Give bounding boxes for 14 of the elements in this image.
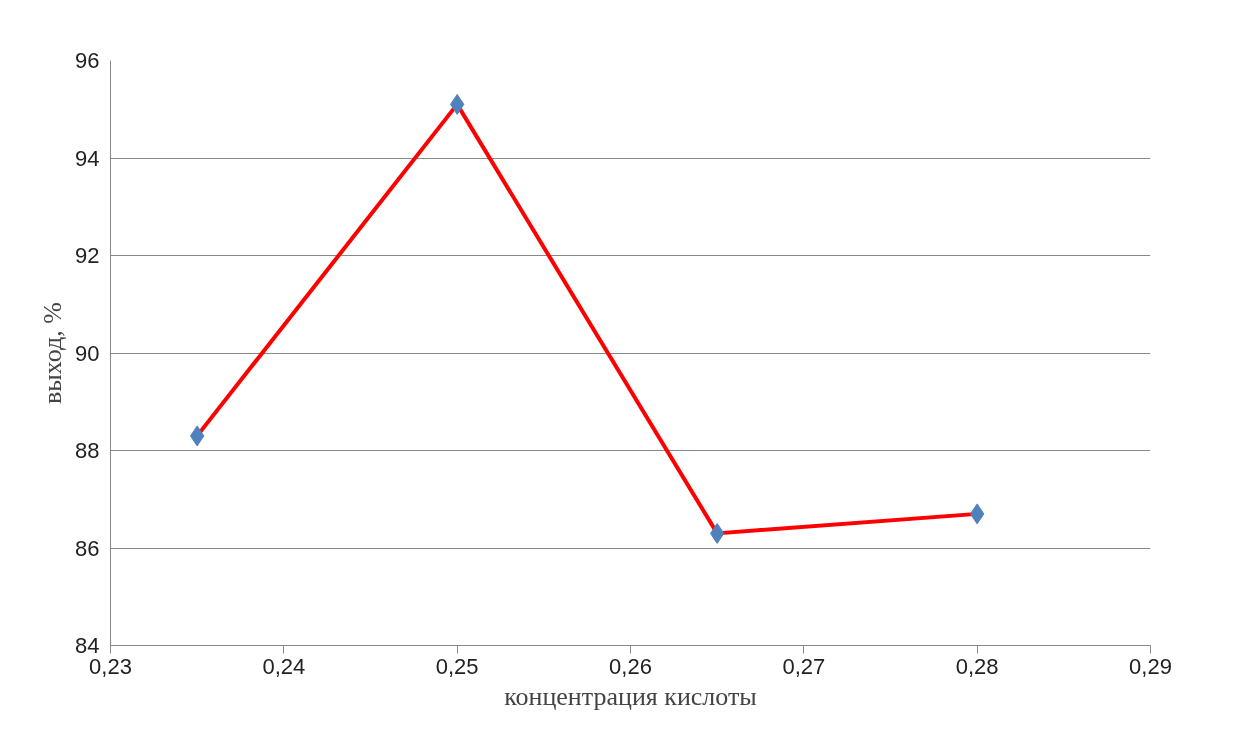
x-axis-title: концентрация кислоты [504,681,757,711]
x-tick-label: 0,25 [435,653,479,679]
x-tick-label: 0,29 [1129,653,1172,679]
x-tick-label: 0,28 [955,653,999,679]
y-tick-label: 92 [75,243,100,268]
x-tick-label: 0,26 [609,653,652,679]
y-tick-label: 96 [75,48,100,73]
y-axis-title: выход, % [38,302,68,404]
x-tick-label: 0,24 [262,653,306,679]
x-tick-label: 0,27 [782,653,826,679]
y-tick-label: 94 [75,145,100,171]
y-tick-label: 90 [75,340,100,366]
y-tick-label: 86 [75,535,100,561]
y-tick-label: 88 [75,438,100,463]
